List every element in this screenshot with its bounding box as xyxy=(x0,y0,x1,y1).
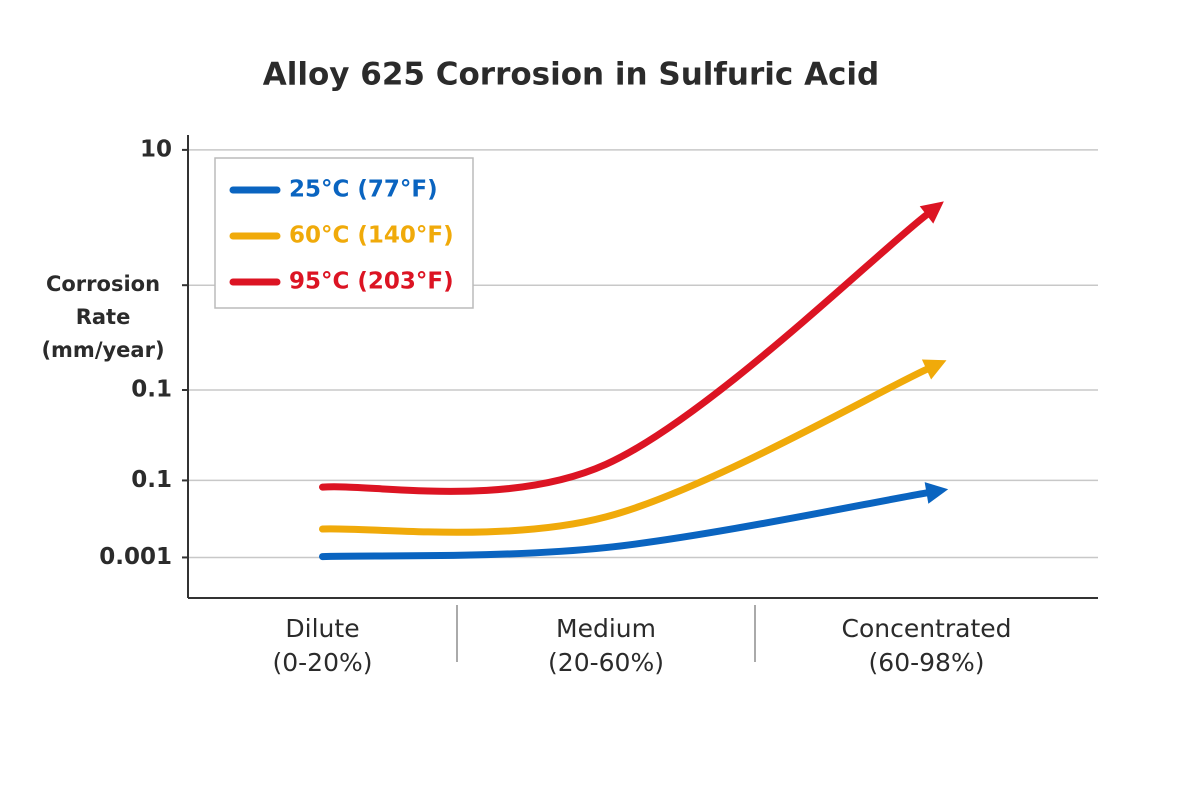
x-tick-label: Dilute (0-20%) xyxy=(272,614,373,677)
y-tick-label: 0.001 xyxy=(99,544,172,570)
chart-title: Alloy 625 Corrosion in Sulfuric Acid xyxy=(263,57,880,93)
legend-label: 60°C (140°F) xyxy=(289,223,454,249)
legend-label: 95°C (203°F) xyxy=(289,269,454,295)
y-axis-label: Corrosion Rate (mm/year) xyxy=(41,272,165,362)
series-line xyxy=(319,365,930,536)
y-tick-label: 0.1 xyxy=(131,467,172,493)
arrow-head xyxy=(919,201,944,224)
arrow-head xyxy=(921,359,947,380)
x-tick-label: Concentrated (60-98%) xyxy=(841,614,1012,677)
y-tick-label: 10 xyxy=(140,136,172,162)
series-line xyxy=(319,211,930,495)
arrow-head xyxy=(924,482,949,504)
x-tick-label: Medium (20-60%) xyxy=(548,614,664,677)
legend-label: 25°C (77°F) xyxy=(289,177,438,203)
series-line xyxy=(319,489,930,561)
y-tick-label: 0.1 xyxy=(131,377,172,403)
